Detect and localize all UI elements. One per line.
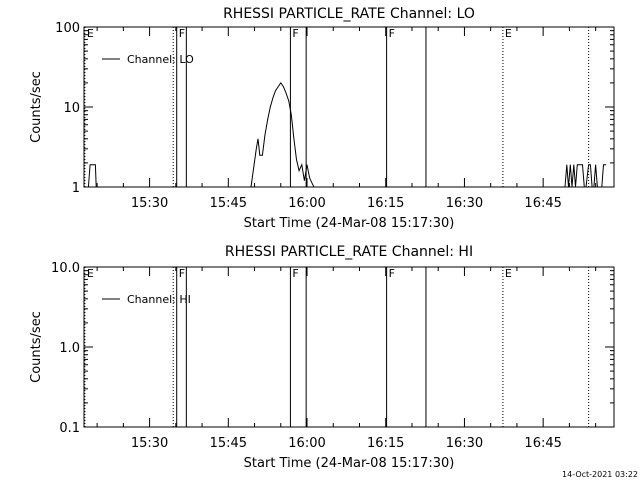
x-axis-label: Start Time (24-Mar-08 15:17:30) (244, 456, 455, 471)
y-tick-label: 10.0 (51, 261, 80, 276)
y-tick-label: 1.0 (59, 341, 80, 356)
x-tick-label: 15:45 (210, 196, 247, 211)
marker-label: E (87, 267, 94, 280)
marker-label: F (179, 27, 185, 40)
marker-label: F (292, 27, 298, 40)
y-axis-label: Counts/sec (29, 71, 44, 143)
marker-label: E (505, 27, 512, 40)
x-tick-label: 16:00 (288, 196, 325, 211)
footer-timestamp: 14-Oct-2021 03:22 (562, 470, 638, 479)
marker-label: E (505, 267, 512, 280)
x-tick-label: 16:30 (446, 196, 483, 211)
series-line (250, 82, 315, 188)
x-tick-label: 15:30 (131, 436, 168, 451)
legend-label: Channel: LO (127, 53, 194, 66)
x-tick-label: 16:15 (367, 436, 404, 451)
plot-frame (83, 266, 615, 428)
marker-label: F (389, 267, 395, 280)
chart-title: RHESSI PARTICLE_RATE Channel: LO (223, 6, 475, 22)
y-axis-label: Counts/sec (29, 311, 44, 383)
x-axis-label: Start Time (24-Mar-08 15:17:30) (244, 216, 455, 231)
x-tick-label: 15:30 (131, 196, 168, 211)
x-tick-label: 16:30 (446, 436, 483, 451)
panel-lo: RHESSI PARTICLE_RATE Channel: LO Start Ti… (29, 6, 615, 231)
series-line (87, 164, 97, 188)
y-tick-label: 1 (72, 181, 80, 196)
series-line (564, 164, 607, 188)
x-tick-label: 16:45 (524, 196, 561, 211)
plot-frame (83, 26, 615, 188)
marker-label: F (179, 267, 185, 280)
y-tick-label: 10 (63, 101, 80, 116)
x-tick-label: 16:00 (288, 436, 325, 451)
legend-label: Channel: HI (127, 293, 191, 306)
chart-title: RHESSI PARTICLE_RATE Channel: HI (225, 244, 473, 260)
x-tick-label: 16:15 (367, 196, 404, 211)
panel-hi: RHESSI PARTICLE_RATE Channel: HI Start Ti… (29, 244, 615, 471)
y-tick-label: 100 (55, 21, 80, 36)
marker-label: F (389, 27, 395, 40)
x-tick-label: 15:45 (210, 436, 247, 451)
x-tick-label: 16:45 (524, 436, 561, 451)
y-tick-label: 0.1 (59, 421, 80, 436)
marker-label: E (87, 27, 94, 40)
marker-label: F (292, 267, 298, 280)
